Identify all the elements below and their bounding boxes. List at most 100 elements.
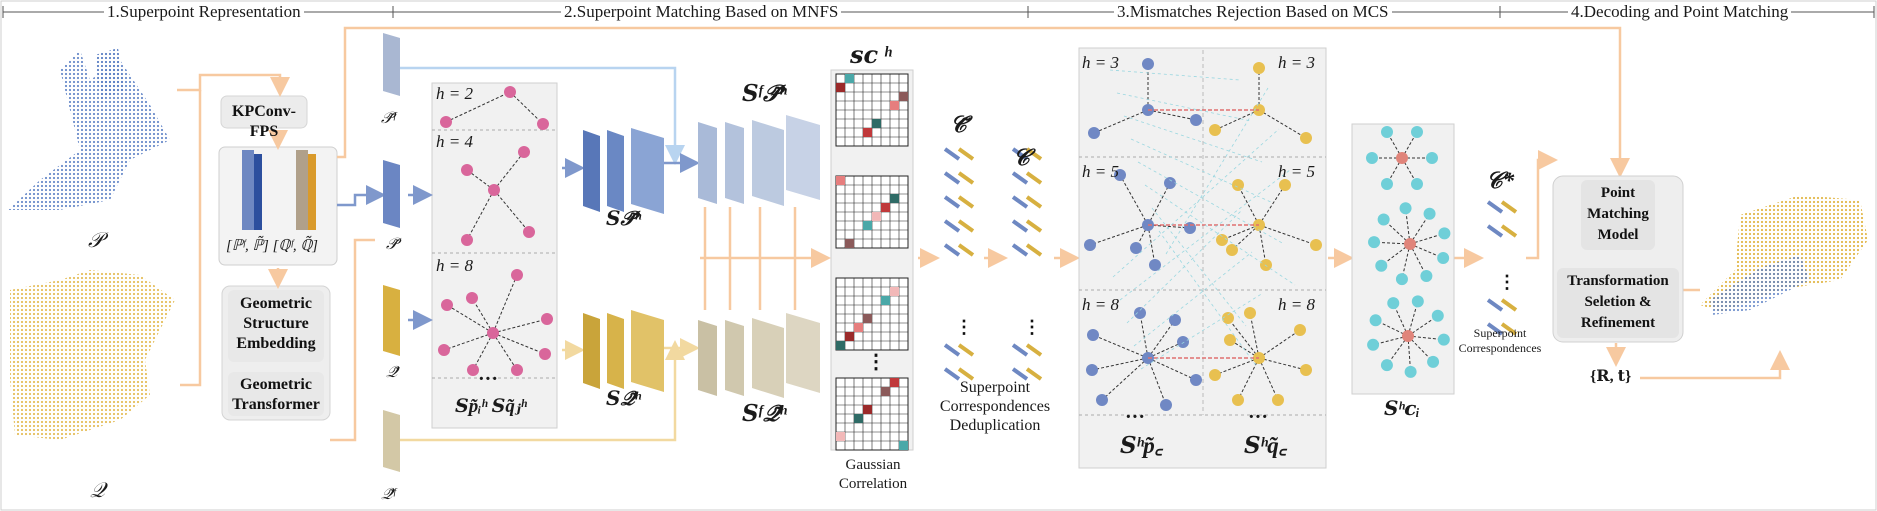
edge <box>1258 329 1301 359</box>
rt-label: {𝐑, 𝐭} <box>1590 368 1632 385</box>
node <box>1232 179 1244 191</box>
corr-target-bar <box>1025 343 1043 357</box>
node <box>1087 329 1099 341</box>
mcs-target-h8 <box>1209 307 1312 406</box>
cluster-node <box>1431 309 1444 322</box>
level-h2-label: h = 2 <box>436 84 473 103</box>
stack-to-correlation <box>700 207 831 310</box>
edge <box>1147 357 1197 381</box>
corr-source-bar <box>1011 219 1029 233</box>
source-point-cloud <box>8 48 170 210</box>
feature-set-label: [ℙᶠ, ℙ̃] [ℚᶠ, ℚ̃] <box>226 238 318 254</box>
pmm-line-1: Point <box>1600 185 1636 201</box>
cluster-node <box>1437 252 1450 265</box>
cluster-node <box>1404 365 1417 378</box>
final-corr-line-1: Superpoint <box>1473 326 1527 340</box>
edge <box>1089 224 1149 246</box>
node <box>1169 314 1181 326</box>
q-label: 𝒬̃ <box>386 364 398 381</box>
level-h8-label: h = 8 <box>436 256 473 275</box>
node <box>1096 394 1108 406</box>
mcs-right-h5: h = 5 <box>1278 162 1315 181</box>
node <box>1260 259 1272 271</box>
section-4-title: 4.Decoding and Point Matching <box>1568 2 1792 22</box>
tsr-line-2: Seletion & <box>1584 294 1652 310</box>
mcs-right-h8: h = 8 <box>1278 295 1315 314</box>
edge <box>1221 224 1260 241</box>
edge <box>1147 341 1184 359</box>
cluster-center <box>1396 152 1408 164</box>
matrix-cell <box>899 441 908 450</box>
corr-target-bar <box>957 367 975 381</box>
corr-source-bar <box>1011 171 1029 185</box>
final-corr-label: Superpoint Correspondences <box>1448 326 1552 356</box>
matrix-cell <box>845 239 854 248</box>
correspondence-columns: ⋮ ⋮ ⋮ <box>943 147 1518 381</box>
mcs-s-p-label: 𝑺ʰp̃꜀ <box>1120 433 1163 458</box>
correlation-label: Gaussian Correlation <box>818 456 928 494</box>
matrix-cell <box>845 74 854 83</box>
mcs-cross-line <box>1137 161 1285 245</box>
level-h4-label: h = 4 <box>436 132 473 151</box>
node <box>1300 364 1312 376</box>
node <box>1310 239 1322 251</box>
mcs-cross-line <box>1126 210 1242 324</box>
corr-source-bar <box>1011 195 1029 209</box>
node <box>1279 179 1291 191</box>
node <box>1209 124 1221 136</box>
mcs-cross-line <box>1151 207 1247 327</box>
gse-line-1: Geometric <box>240 295 312 312</box>
corr-source-bar <box>943 367 961 381</box>
edge <box>1119 174 1149 226</box>
edge <box>1227 317 1260 359</box>
node <box>1224 334 1236 346</box>
sc-title: 𝒔𝒄 ʰ <box>850 43 892 69</box>
correlation-line-2: Correlation <box>838 476 908 492</box>
mcs-cross-line <box>1165 87 1269 255</box>
node <box>1088 127 1100 139</box>
cluster-edge <box>1372 335 1409 346</box>
matrix-cell <box>845 332 854 341</box>
s-q-label: 𝑺𝒬̃ʰ <box>606 388 641 410</box>
cluster-node <box>1426 152 1438 164</box>
pmm-label: Point Matching Model <box>1581 183 1655 246</box>
mcs-cross-line <box>1130 138 1274 204</box>
node <box>1216 234 1228 246</box>
sf-p-label: 𝑺ᶠ𝒫̃ʰ <box>742 81 787 106</box>
corr-target-bar <box>1025 367 1043 381</box>
corr-source-bar <box>1486 200 1504 214</box>
mcs-cross-line <box>1158 230 1258 368</box>
node <box>1160 399 1172 411</box>
edge <box>1258 357 1279 401</box>
superpoint-bars <box>383 33 400 472</box>
corr-target-bar <box>1025 147 1043 161</box>
sf-q-label: 𝑺ᶠ𝒬̃ʰ <box>742 401 787 426</box>
mcs-cross-line <box>1116 92 1252 122</box>
neighborhood-graphs <box>438 86 553 376</box>
corr-target-bar <box>1025 219 1043 233</box>
node <box>1190 114 1202 126</box>
mcs-left-h8: h = 8 <box>1082 295 1119 314</box>
cluster-node <box>1423 207 1436 220</box>
c-star-label: 𝒞* <box>1486 168 1515 193</box>
cluster-node <box>1381 126 1393 139</box>
node <box>1222 312 1234 324</box>
corr-target-bar <box>957 147 975 161</box>
edge <box>1147 109 1197 121</box>
correlation-matrix <box>835 377 909 451</box>
node <box>1253 62 1265 74</box>
mcs-cross-line <box>1123 115 1263 163</box>
section-2-title: 2.Superpoint Matching Based on MNFS <box>561 2 842 22</box>
edge <box>1258 224 1317 246</box>
edge <box>1258 184 1286 226</box>
correlation-matrix <box>835 277 909 351</box>
node <box>1164 177 1176 189</box>
cluster-node <box>1368 236 1381 249</box>
node <box>1300 132 1312 144</box>
corr-target-bar <box>957 195 975 209</box>
node <box>1294 324 1306 336</box>
mcs-cross-line <box>1144 184 1296 286</box>
corr-source-bar <box>943 195 961 209</box>
cluster-edge <box>1405 208 1411 245</box>
neighborhood-panel <box>431 82 558 429</box>
